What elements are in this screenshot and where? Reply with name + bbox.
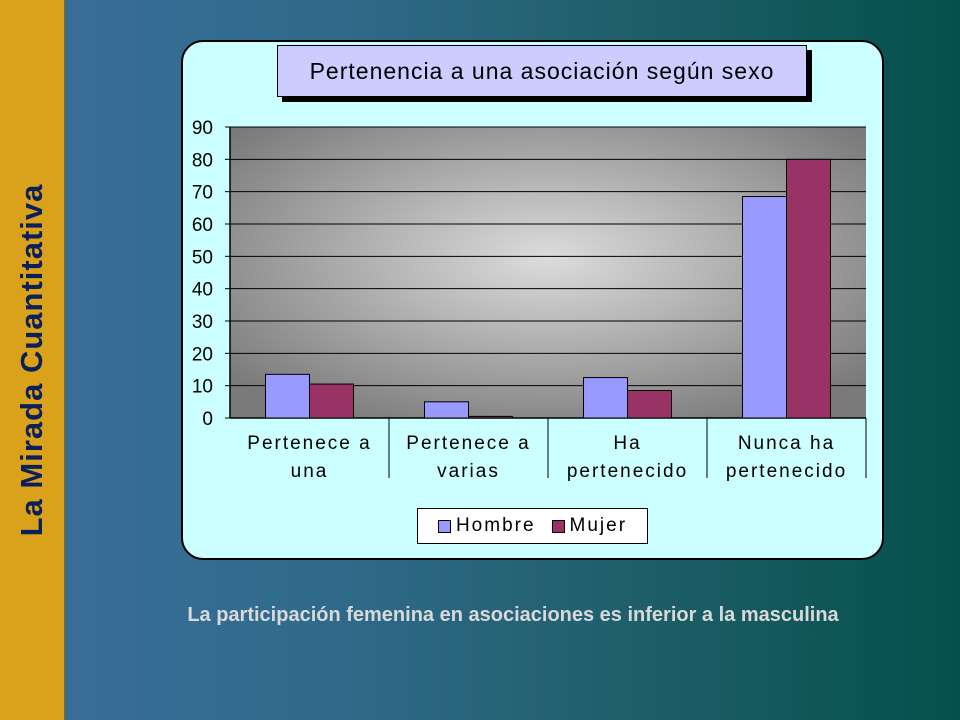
x-category-label: varias [437, 461, 500, 482]
y-tick-label: 60 [192, 215, 213, 236]
x-category-label: Nunca ha [738, 433, 835, 454]
y-tick-label: 80 [192, 150, 213, 171]
bar-hombre-4 [742, 196, 787, 419]
legend-label-hombre: Hombre [455, 515, 536, 536]
chart-legend: Hombre Mujer [417, 508, 648, 544]
x-category-label: pertenecido [726, 461, 847, 482]
sidebar: La Mirada Cuantitativa [0, 0, 65, 720]
x-category-label: Pertenece a [406, 433, 530, 454]
y-tick-label: 10 [192, 377, 213, 398]
bar-mujer-1 [309, 383, 354, 419]
y-tick-label: 70 [192, 183, 213, 204]
legend-label-mujer: Mujer [569, 515, 628, 536]
bar-hombre-2 [424, 401, 469, 419]
y-tick-label: 40 [192, 280, 213, 301]
bar-mujer-2 [468, 415, 513, 419]
y-tick-label: 50 [192, 247, 213, 268]
bar-mujer-4 [786, 158, 831, 419]
y-tick-label: 0 [202, 409, 213, 430]
x-category-label: Ha [613, 433, 641, 454]
bar-mujer-3 [627, 390, 672, 419]
x-category-label: Pertenece a [247, 433, 371, 454]
legend-item-hombre: Hombre [437, 515, 536, 537]
legend-swatch-mujer [551, 519, 565, 533]
y-tick-label: 30 [192, 312, 213, 333]
x-category-label: pertenecido [567, 461, 688, 482]
y-tick-label: 90 [192, 118, 213, 139]
bar-hombre-3 [583, 377, 628, 419]
slide-caption: La participación femenina en asociacione… [187, 604, 839, 626]
y-tick-label: 20 [192, 344, 213, 365]
chart-title: Pertenencia a una asociación según sexo [277, 45, 807, 97]
x-category-label: una [291, 461, 329, 482]
legend-item-mujer: Mujer [551, 515, 628, 537]
bar-hombre-1 [265, 373, 310, 419]
legend-swatch-hombre [437, 519, 451, 533]
